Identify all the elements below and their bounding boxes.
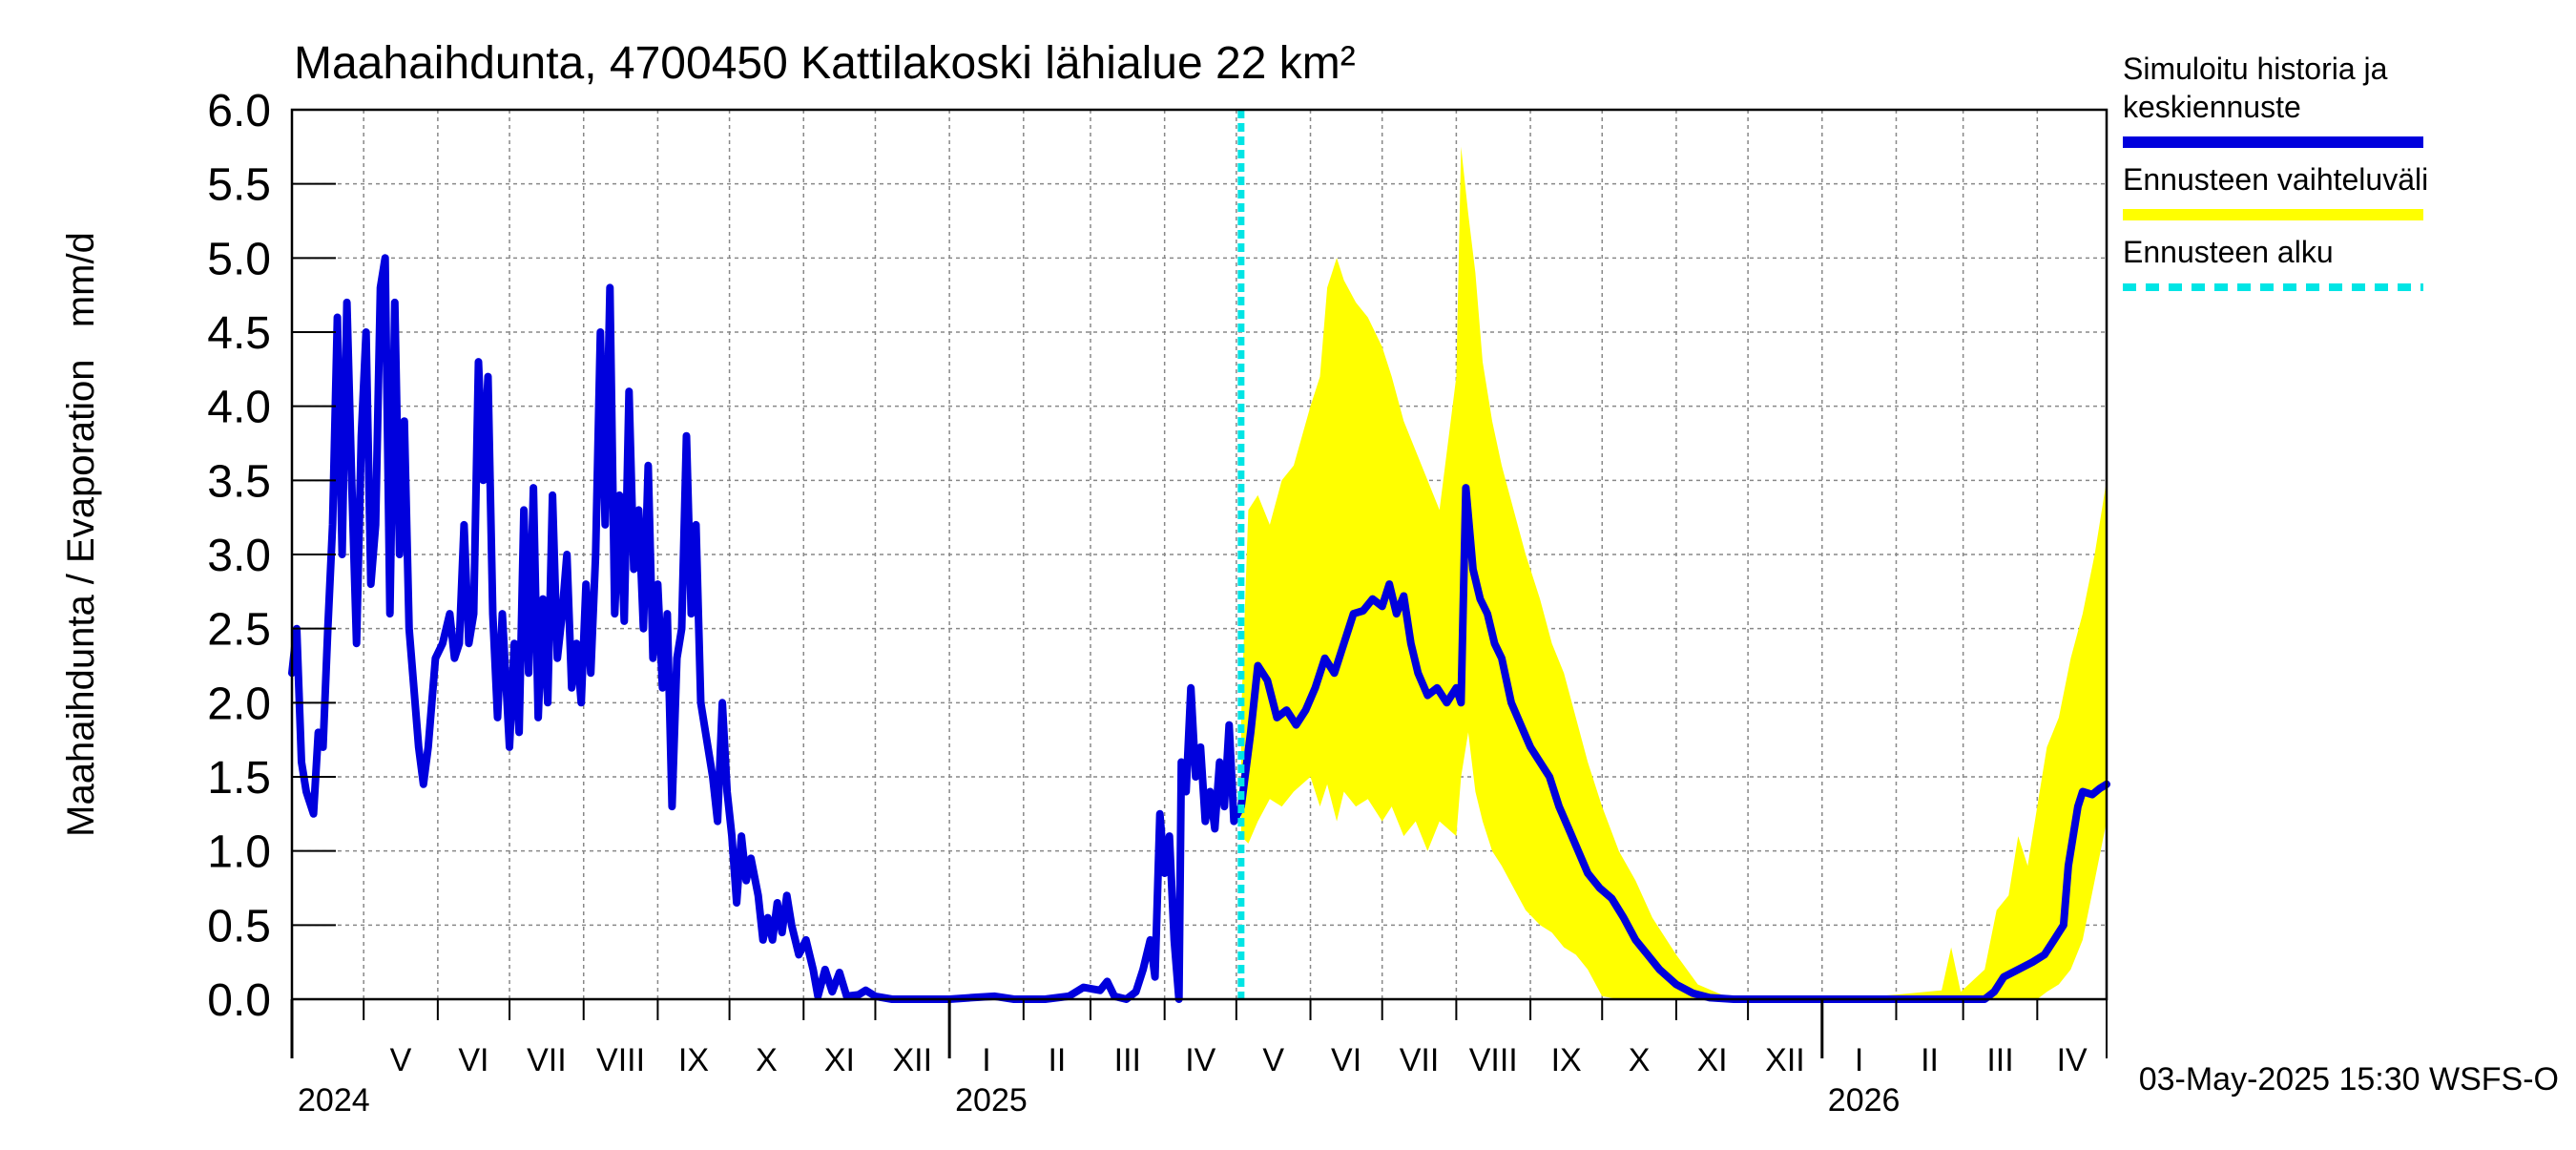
- simulated-series: [288, 254, 2110, 1003]
- y-tick-label: 3.0: [207, 531, 271, 581]
- month-label: XI: [824, 1042, 855, 1078]
- month-label: II: [1048, 1042, 1066, 1078]
- month-label: IX: [1551, 1042, 1582, 1078]
- grid: [292, 109, 2107, 1000]
- month-label: X: [1629, 1042, 1651, 1078]
- month-label: V: [390, 1042, 412, 1078]
- legend-label: Ennusteen alku: [2123, 235, 2334, 269]
- y-tick-label: 5.0: [207, 234, 271, 284]
- month-label: VIII: [596, 1042, 645, 1078]
- plot-frame: [290, 108, 2109, 1001]
- month-label: I: [982, 1042, 990, 1078]
- month-label: II: [1921, 1042, 1939, 1078]
- month-label: III: [1986, 1042, 2013, 1078]
- y-tick-label: 4.0: [207, 383, 271, 433]
- legend-label: Simuloitu historia ja: [2123, 52, 2388, 86]
- month-label: X: [756, 1042, 778, 1078]
- month-label: XII: [892, 1042, 932, 1078]
- month-label: V: [1262, 1042, 1284, 1078]
- y-tick-label: 0.5: [207, 901, 271, 951]
- y-tick-label: 5.5: [207, 160, 271, 211]
- month-label: VIII: [1469, 1042, 1518, 1078]
- month-label: IX: [678, 1042, 709, 1078]
- month-label: III: [1114, 1042, 1141, 1078]
- legend-label: keskiennuste: [2123, 90, 2301, 124]
- month-label: XII: [1765, 1042, 1805, 1078]
- year-label: 2026: [1828, 1082, 1901, 1119]
- month-label: VII: [1400, 1042, 1440, 1078]
- y-tick-label: 1.5: [207, 753, 271, 804]
- legend: Simuloitu historia ja keskiennuste Ennuste…: [2123, 52, 2428, 291]
- month-label: I: [1855, 1042, 1863, 1078]
- chart-title: Maahaihdunta, 4700450 Kattilakoski lähia…: [294, 38, 1356, 89]
- y-axis-label: Maahaihdunta / Evaporation mm/d: [60, 232, 102, 837]
- forecast-range-band: [1240, 146, 2107, 1000]
- month-label: VI: [1331, 1042, 1361, 1078]
- month-label: VII: [527, 1042, 567, 1078]
- y-tick-label: 4.5: [207, 308, 271, 359]
- footer-timestamp: 03-May-2025 15:30 WSFS-O: [2139, 1061, 2559, 1098]
- year-label: 2025: [955, 1082, 1028, 1119]
- year-label: 2024: [298, 1082, 370, 1119]
- y-tick-label: 2.0: [207, 679, 271, 729]
- y-tick-label: 0.0: [207, 975, 271, 1026]
- month-label: VI: [458, 1042, 488, 1078]
- y-tick-label: 6.0: [207, 86, 271, 136]
- simulated-line: [288, 254, 2110, 1003]
- y-tick-label: 3.5: [207, 456, 271, 507]
- y-tick-label: 1.0: [207, 827, 271, 878]
- legend-label: Ennusteen vaihteluväli: [2123, 162, 2428, 197]
- axes: 0.0 0.5 1.0 1.5 2.0 2.5 3.0 3.5 4.0 4.5 5.0 5.5 6.0 V…: [207, 86, 2109, 1119]
- forecast-range-area: [1240, 146, 2107, 1000]
- y-tick-label: 2.5: [207, 605, 271, 656]
- month-label: IV: [2057, 1042, 2088, 1078]
- month-label: XI: [1696, 1042, 1727, 1078]
- month-label: IV: [1185, 1042, 1215, 1078]
